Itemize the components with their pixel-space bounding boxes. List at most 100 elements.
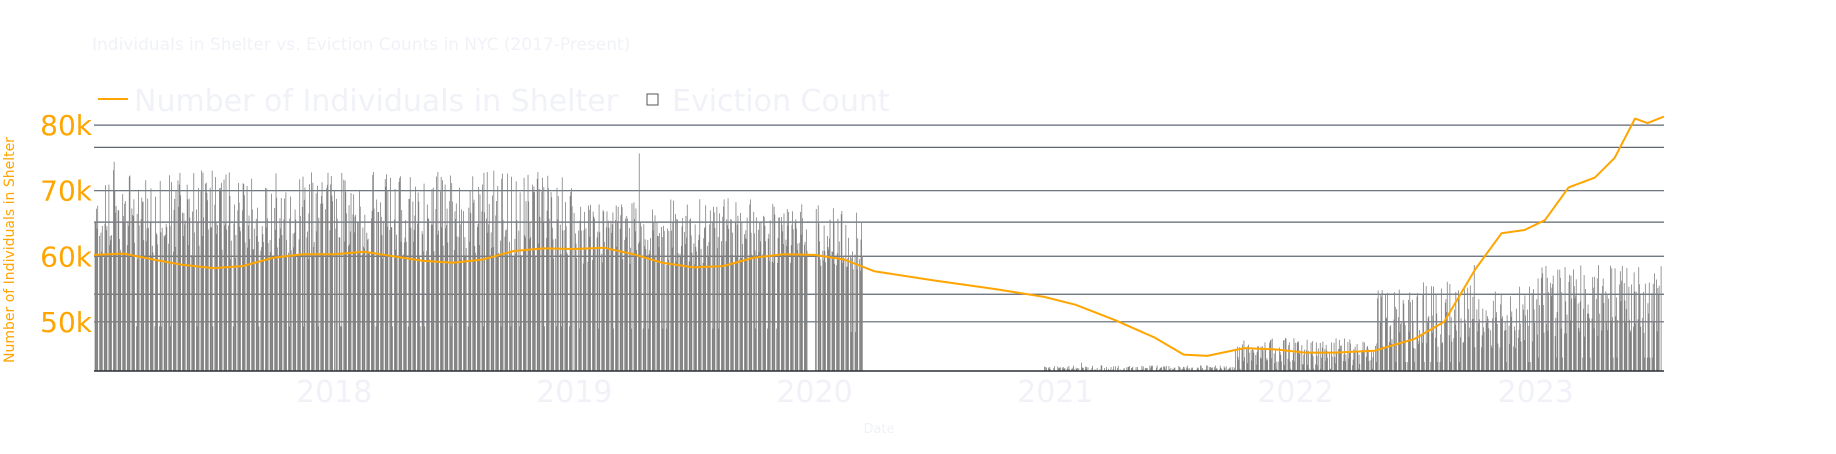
eviction-bar [415,187,416,371]
eviction-bar [1603,303,1604,371]
eviction-bar [171,182,172,371]
eviction-bar [1521,342,1522,371]
y-axis-title: Number of Individuals in Shelter [2,137,18,363]
eviction-bar [1645,284,1646,371]
eviction-bar [1617,320,1618,371]
eviction-bar [97,206,98,371]
eviction-bar [355,215,356,371]
eviction-bar [328,173,329,371]
eviction-bar [1534,323,1535,371]
eviction-bar [512,257,513,371]
eviction-bar [719,213,720,371]
eviction-bar [622,259,623,371]
eviction-bar [1101,366,1102,371]
eviction-bar [715,228,716,371]
eviction-bar [346,213,347,371]
eviction-bar [825,262,826,371]
eviction-bar [323,253,324,371]
eviction-bar [401,210,402,371]
eviction-bar [226,230,227,371]
eviction-bar [411,228,412,371]
eviction-bar [235,235,236,371]
eviction-bar [272,257,273,371]
eviction-bar [1346,354,1347,371]
eviction-bar [839,241,840,371]
eviction-bar [1424,362,1425,371]
x-tick-label: 2021 [1017,375,1093,410]
eviction-bar [1438,347,1439,371]
eviction-bar [1562,358,1563,371]
eviction-bar [314,242,315,371]
eviction-bar [576,258,577,371]
eviction-bar [125,201,126,371]
eviction-bar [295,220,296,371]
eviction-bar [1461,318,1462,371]
eviction-bar [558,196,559,371]
eviction-bar [1465,324,1466,371]
eviction-bar [1207,366,1208,371]
eviction-bar [166,227,167,371]
eviction-bar [1428,316,1429,371]
x-tick-label: 2020 [776,375,852,410]
eviction-bar [724,199,725,371]
eviction-bar [212,326,213,371]
eviction-bar [645,249,646,371]
eviction-bars [95,153,1662,371]
eviction-bar [189,218,190,371]
eviction-bar [1449,284,1450,371]
eviction-bar [143,240,144,371]
eviction-bar [1571,299,1572,371]
eviction-bar [1640,327,1641,371]
eviction-bar [300,216,301,371]
eviction-bar [1661,266,1662,371]
eviction-bar [130,176,131,371]
eviction-bar [1267,360,1268,371]
eviction-bar [1263,350,1264,371]
eviction-bar [337,219,338,371]
eviction-bar [1539,305,1540,371]
eviction-bar [618,207,619,371]
eviction-bar [862,256,863,371]
eviction-bar [696,251,697,371]
eviction-bar [641,226,642,371]
eviction-bar [374,209,375,371]
eviction-bar [424,326,425,371]
eviction-bar [484,212,485,371]
eviction-bar [1350,344,1351,371]
legend-square-swatch [647,94,658,105]
eviction-bar [286,240,287,371]
eviction-bar [231,241,232,371]
x-tick-label: 2022 [1257,375,1333,410]
eviction-bar [185,221,186,371]
eviction-bar [277,247,278,371]
eviction-bar [443,246,444,371]
eviction-bar [1258,346,1259,371]
eviction-bar [1206,366,1207,371]
eviction-bar [655,215,656,371]
eviction-bar [332,201,333,371]
eviction-bar [784,213,785,371]
eviction-bar [475,253,476,371]
eviction-bar [843,258,844,371]
eviction-bar [1308,351,1309,371]
eviction-bar [1392,339,1393,371]
eviction-bar [180,195,181,371]
eviction-bar [563,230,564,371]
legend: Number of Individuals in Shelter Evictio… [98,84,890,119]
eviction-bar [1286,339,1287,371]
eviction-bar [1442,342,1443,371]
eviction-bar [1493,301,1494,371]
eviction-bar [1371,351,1372,371]
eviction-bar [1387,293,1388,371]
eviction-bar [581,231,582,371]
eviction-bar [461,209,462,371]
eviction-bar [199,246,200,371]
eviction-bar [590,205,591,371]
eviction-bar [567,254,568,371]
eviction-bar [1498,344,1499,371]
eviction-bar [788,212,789,371]
eviction-bar [820,266,821,371]
